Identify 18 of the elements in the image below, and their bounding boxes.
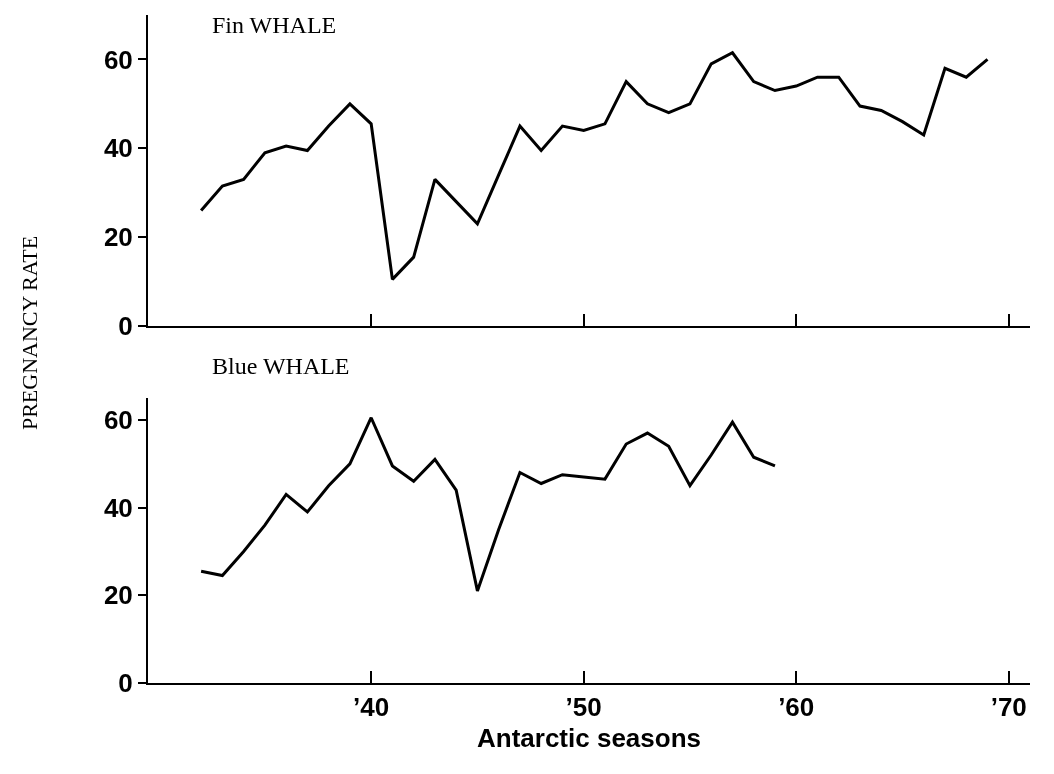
- x-tick-label: ’60: [778, 692, 815, 723]
- x-tick-label: ’70: [990, 692, 1027, 723]
- y-tick-label: 40: [103, 133, 133, 164]
- y-tick-label: 0: [118, 668, 133, 699]
- x-tick-label: ’50: [565, 692, 602, 723]
- x-tick-label: ’40: [353, 692, 390, 723]
- y-tick-label: 20: [103, 580, 133, 611]
- y-tick-label: 60: [103, 405, 133, 436]
- chart-title: Fin WHALE: [212, 12, 337, 38]
- y-axis-title: PREGNANCY RATE: [17, 234, 43, 433]
- line-series: [199, 51, 989, 281]
- chart-title: Blue WHALE: [212, 353, 350, 379]
- y-tick-label: 20: [103, 222, 133, 253]
- line-series: [199, 416, 777, 593]
- x-axis-title: Antarctic seasons: [477, 723, 701, 754]
- y-tick-label: 0: [118, 311, 133, 342]
- y-tick-label: 60: [103, 44, 133, 75]
- y-tick-label: 40: [103, 492, 133, 523]
